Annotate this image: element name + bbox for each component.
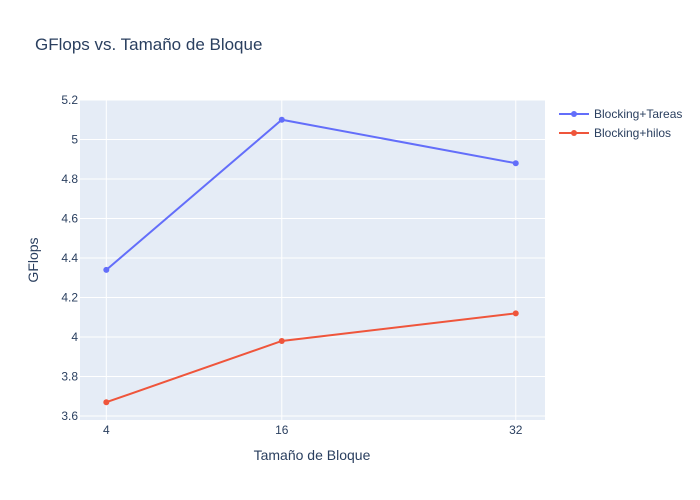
plot-area	[80, 100, 545, 420]
x-tick-label: 32	[509, 423, 523, 437]
series-1	[103, 116, 519, 273]
data-point[interactable]	[103, 266, 110, 273]
legend-item[interactable]: Blocking+Tareas	[559, 107, 682, 121]
y-tick-label: 4.2	[61, 291, 78, 305]
y-axis-ticks: 3.6 3.8 4 4.2 4.4 4.6 4.8 5 5.2	[61, 93, 78, 423]
x-tick-label: 4	[103, 423, 110, 437]
y-tick-label: 4.4	[61, 251, 78, 265]
chart-title: GFlops vs. Tamaño de Bloque	[35, 35, 262, 54]
legend-item[interactable]: Blocking+hilos	[559, 126, 671, 140]
x-tick-label: 16	[275, 423, 289, 437]
y-tick-label: 5	[71, 133, 78, 147]
legend-label: Blocking+hilos	[594, 126, 671, 140]
data-point[interactable]	[512, 310, 519, 317]
data-point[interactable]	[512, 160, 519, 167]
legend-label: Blocking+Tareas	[594, 107, 682, 121]
legend[interactable]: Blocking+Tareas Blocking+hilos	[559, 107, 682, 140]
legend-swatch-marker	[571, 111, 577, 117]
y-tick-label: 5.2	[61, 93, 78, 107]
y-tick-label: 3.8	[61, 370, 78, 384]
x-axis-title: Tamaño de Bloque	[254, 447, 371, 463]
series-layer	[103, 116, 519, 406]
grid	[80, 99, 545, 420]
data-point[interactable]	[278, 337, 285, 344]
x-axis-ticks: 4 16 32	[103, 423, 523, 437]
legend-swatch-marker	[571, 130, 577, 136]
data-point[interactable]	[103, 399, 110, 406]
data-point[interactable]	[278, 116, 285, 123]
y-tick-label: 4	[71, 330, 78, 344]
y-tick-label: 4.8	[61, 172, 78, 186]
y-tick-label: 3.6	[61, 409, 78, 423]
y-tick-label: 4.6	[61, 212, 78, 226]
y-axis-title: GFlops	[25, 237, 41, 282]
series-2	[103, 310, 519, 406]
